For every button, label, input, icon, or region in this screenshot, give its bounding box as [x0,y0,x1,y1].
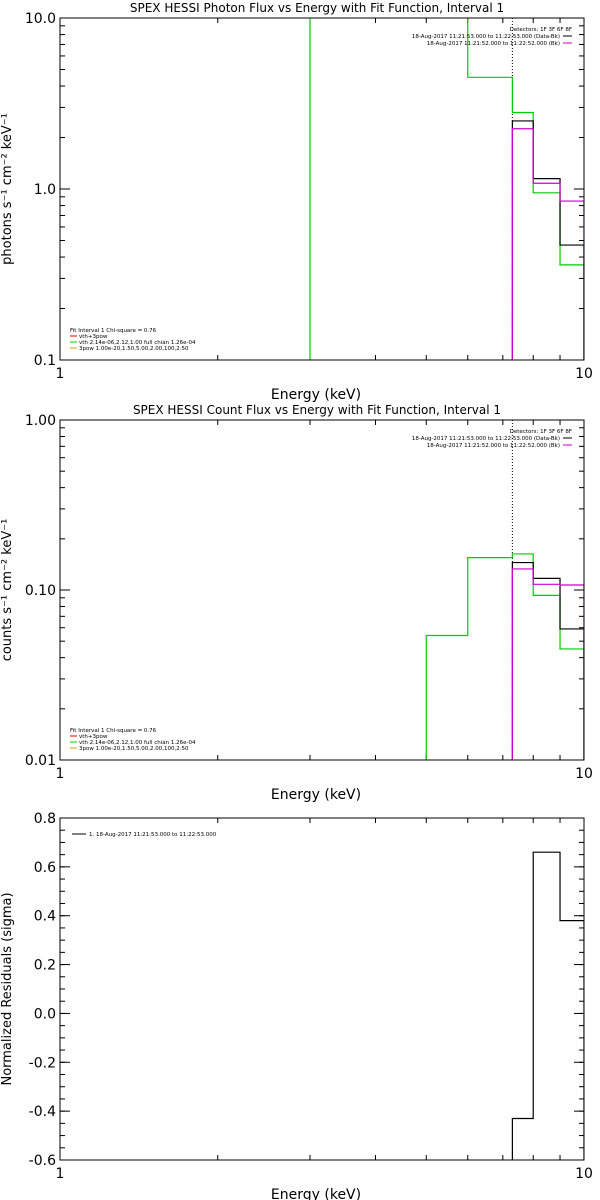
y-tick-label: 10.0 [25,11,56,27]
chart-panel-1: SPEX HESSI Photon Flux vs Energy with Fi… [0,1,593,403]
legend-entry-label: vth 2.14e-06,2.12,1.00 full chian 1.26e-… [79,740,196,746]
legend-entry-label: 18-Aug-2017 11:21:53.000 to 11:22:53.000… [412,34,560,40]
series-1-step-line [511,851,584,1160]
x-axis-label: Energy (keV) [271,387,361,403]
y-tick-label: 0.4 [34,909,56,925]
series-1-step-line [309,18,584,360]
x-tick-label: 10 [575,766,593,782]
legend-entry-label: 18-Aug-2017 11:21:52.000 to 11:22:52.000… [427,443,560,449]
legend-entry-label: vth 2.14e-06,2.12,1.00 full chian 1.26e-… [79,340,196,346]
x-tick-label: 1 [56,766,65,782]
x-axis-label: Energy (keV) [271,787,361,803]
y-tick-label: 0.1 [34,353,56,369]
legend-header: Detectors: 1F 3F 6F 8F [510,429,572,435]
y-tick-label: 0.2 [34,958,56,974]
legend-header: Detectors: 1F 3F 6F 8F [510,27,572,33]
chart-title: SPEX HESSI Photon Flux vs Energy with Fi… [130,1,504,15]
y-tick-label: 0.8 [34,811,56,827]
series-1-step-line [425,553,584,760]
data-layer [511,851,584,1160]
y-tick-label: 0.01 [25,753,56,769]
series-2-step-line [511,120,584,360]
y-tick-label: -0.2 [29,1055,56,1071]
x-tick-label: 10 [575,1166,593,1182]
chart-panel-3: 1 10 -0.6 -0.4 -0.2 0.0 0.2 0.4 0.6 0.8 Energy (ke… [0,811,593,1200]
legend-entry-label: 3pow 1.00e-20,1.50,5.00,2.00,100,2.50 [79,746,189,752]
x-axis-label: Energy (keV) [271,1187,361,1200]
plot-frame [59,17,585,361]
x-tick-label: 1 [56,1166,65,1182]
legend-header: Fit Interval 1 Chi-square = 0.76 [70,728,157,734]
y-axis-label: Normalized Residuals (sigma) [0,892,15,1085]
legend-entry-label: vth+3pow [79,334,108,340]
series-3-step-line [511,128,584,360]
chart-title: SPEX HESSI Count Flux vs Energy with Fit… [133,403,501,417]
y-tick-label: -0.6 [29,1153,56,1169]
legend-entry-label: vth+3pow [79,734,108,740]
data-layer [425,420,584,760]
plot-frame [59,817,585,1161]
series-2-step-line [511,561,584,760]
y-axis-label: photons s⁻¹ cm⁻² keV⁻¹ [0,113,15,265]
series-3-step-line [511,568,584,760]
x-tick-label: 1 [56,366,65,382]
legend-header: Fit Interval 1 Chi-square = 0.76 [70,328,157,334]
y-tick-label: 1.0 [34,182,56,198]
legend-entry-label: 3pow 1.00e-20,1.50,5.00,2.00,100,2.50 [79,346,189,352]
chart-panel-2: SPEX HESSI Count Flux vs Energy with Fit… [0,403,593,803]
legend-entry-label: 18-Aug-2017 11:21:52.000 to 11:22:52.000… [427,41,560,47]
legend-entry-label: 1. 18-Aug-2017 11:21:53.000 to 11:22:53.… [89,832,217,838]
y-axis-label: counts s⁻¹ cm⁻² keV⁻¹ [0,519,15,662]
y-tick-label: 0.0 [34,1006,56,1022]
data-layer [309,18,584,360]
y-tick-label: -0.4 [29,1104,56,1120]
legend-entry-label: 18-Aug-2017 11:21:53.000 to 11:22:53.000… [412,436,560,442]
y-tick-label: 0.6 [34,860,56,876]
x-tick-label: 10 [575,366,593,382]
plot-frame [59,419,585,761]
y-tick-label: 0.10 [25,583,56,599]
y-tick-label: 1.00 [25,413,56,429]
